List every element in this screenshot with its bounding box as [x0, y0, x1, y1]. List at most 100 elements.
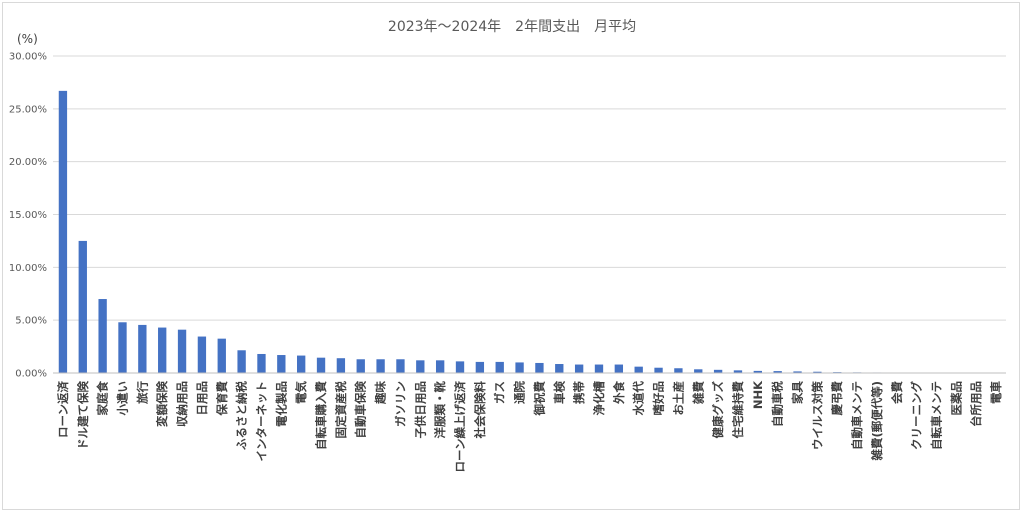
x-tick-label: 家具 — [791, 381, 805, 404]
bar — [177, 329, 187, 373]
bar — [475, 361, 485, 373]
x-tick-label: 電気 — [294, 381, 308, 404]
bar-chart: 2023年～2024年 2年間支出 月平均 (%) 0.00% 5.00% 10.0… — [9, 19, 1006, 473]
x-axis-ticks: ローン返済 ドル建て保険 家庭食 小遣い 旅行 変額保険 収納用品 日用品 保育費 ふるさと納税イ… — [56, 380, 1003, 473]
x-tick-label: 自転車購入費 — [314, 381, 328, 450]
bar — [634, 366, 643, 373]
x-tick-label: 自動車税 — [771, 381, 785, 427]
bar — [78, 240, 87, 373]
bar — [654, 367, 663, 373]
bar — [316, 357, 326, 373]
bar — [435, 360, 445, 373]
bar — [813, 371, 822, 373]
bar — [555, 364, 564, 373]
x-tick-label: ガソリン — [393, 381, 407, 427]
bar — [98, 299, 107, 373]
x-tick-label: 家庭食 — [96, 381, 110, 416]
y-axis-ticks: 0.00% 5.00% 10.00% 15.00% 20.00% 25.00% 30.00% — [9, 52, 47, 380]
x-tick-label: 車検 — [552, 381, 566, 404]
x-tick-label: お土産 — [671, 381, 685, 416]
bar — [58, 90, 68, 374]
y-tick-label: 10.00% — [9, 263, 47, 274]
bar — [277, 355, 286, 373]
x-tick-label: 電化製品 — [274, 381, 288, 427]
bar — [713, 369, 723, 373]
x-tick-label: 収納用品 — [175, 381, 189, 427]
x-tick-label: ふるさと納税 — [235, 381, 249, 450]
x-tick-label: 小遣い — [115, 381, 129, 417]
bar — [793, 371, 802, 373]
x-tick-label: 浄化槽 — [592, 381, 606, 416]
bar — [495, 361, 504, 373]
x-tick-label: 自転車メンテ — [930, 381, 944, 450]
x-tick-label: 医薬品 — [949, 381, 963, 416]
bar — [138, 324, 147, 373]
x-tick-label: 趣味 — [374, 381, 388, 405]
x-tick-label: 子供日用品 — [413, 381, 427, 439]
bars — [58, 90, 1001, 374]
x-tick-label: ローン繰上げ返済 — [453, 381, 467, 473]
x-tick-label: 外食 — [612, 381, 626, 405]
y-tick-label: 25.00% — [9, 104, 47, 115]
y-tick-label: 15.00% — [9, 210, 47, 221]
bar — [535, 362, 544, 373]
x-tick-label: 日用品 — [195, 381, 209, 416]
chart-title: 2023年～2024年 2年間支出 月平均 — [388, 19, 636, 35]
x-tick-label: 電車 — [989, 381, 1003, 404]
x-tick-label: 社会保険料 — [473, 381, 487, 440]
x-tick-label: 固定資産税 — [334, 381, 348, 439]
bar — [694, 369, 703, 373]
x-tick-label: インターネット — [254, 381, 268, 462]
x-tick-label: 雑費 — [691, 381, 705, 405]
x-tick-label: ローン返済 — [56, 381, 70, 438]
y-tick-label: 0.00% — [15, 369, 47, 380]
bar — [574, 364, 584, 373]
x-tick-label: NHK — [751, 380, 765, 409]
x-tick-label: ウイルス対策 — [810, 381, 824, 450]
x-tick-label: 会費 — [890, 381, 904, 405]
bar — [674, 368, 683, 373]
y-axis-unit-label: (%) — [17, 32, 38, 46]
bar — [416, 360, 425, 373]
bar — [118, 322, 127, 373]
bar — [257, 353, 266, 373]
bar — [614, 364, 624, 373]
bar — [376, 359, 385, 373]
bar — [753, 370, 762, 373]
x-tick-label: 変額保険 — [155, 381, 169, 427]
x-tick-label: 慶弔費 — [830, 381, 844, 416]
bar — [336, 358, 346, 373]
x-tick-label: 嗜好品 — [652, 381, 666, 416]
bar — [217, 338, 226, 373]
x-tick-label: 洋服類・靴 — [433, 381, 447, 439]
x-tick-label: ドル建て保険 — [76, 381, 90, 450]
y-tick-label: 5.00% — [15, 316, 47, 327]
bar — [297, 355, 306, 373]
bar — [515, 362, 524, 373]
gridlines — [53, 55, 1006, 321]
bar — [237, 350, 246, 373]
x-tick-label: 旅行 — [135, 381, 149, 404]
x-tick-label: 台所用品 — [969, 381, 983, 427]
bar — [733, 370, 743, 373]
x-tick-label: 通院 — [513, 381, 527, 404]
x-tick-label: ガス — [493, 381, 507, 404]
bar — [356, 359, 365, 373]
x-tick-label: 自動車保険 — [354, 381, 368, 439]
x-tick-label: 健康グッズ — [711, 381, 725, 439]
bar — [396, 359, 405, 373]
x-tick-label: 水道代 — [632, 381, 646, 416]
x-tick-label: クリーニング — [910, 381, 924, 450]
x-tick-label: 自動車メンテ — [850, 381, 864, 450]
bar — [197, 336, 207, 373]
bar — [594, 364, 604, 373]
bar — [455, 361, 465, 373]
x-tick-label: 保育費 — [215, 381, 229, 417]
x-tick-label: 御祝費 — [532, 381, 546, 417]
y-tick-label: 30.00% — [9, 52, 47, 63]
x-tick-label: 携帯 — [572, 381, 586, 404]
y-tick-label: 20.00% — [9, 157, 47, 168]
x-tick-label: 住宅維持費 — [731, 381, 745, 439]
bar — [773, 371, 782, 373]
